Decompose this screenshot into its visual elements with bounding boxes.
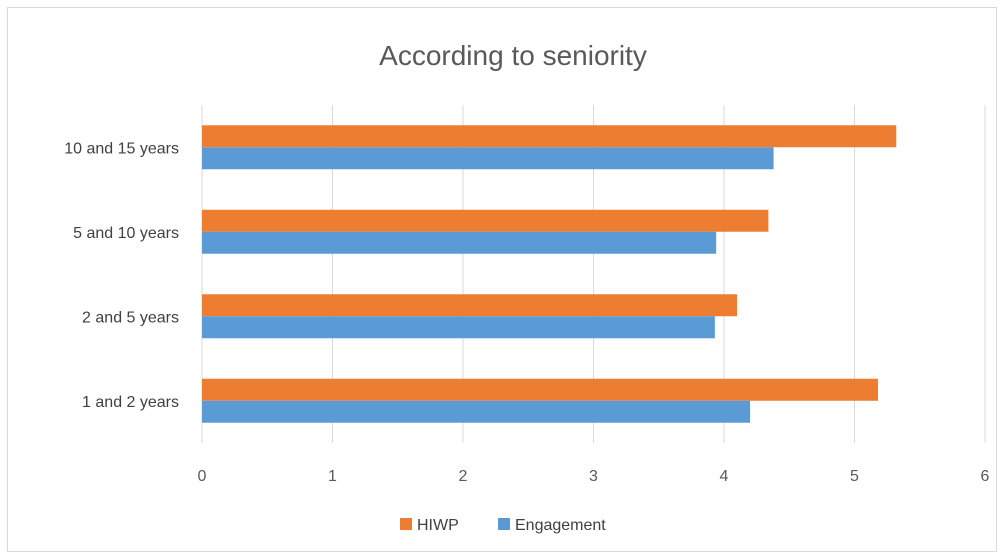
bar-engagement-2 [202,231,717,254]
chart-frame [7,7,997,552]
x-tick-label: 5 [850,468,859,485]
bar-engagement-1 [202,316,715,339]
category-label: 1 and 2 years [82,394,179,411]
legend: HIWP Engagement [400,517,606,534]
bar-hiwp-2 [202,209,769,232]
bar-hiwp-0 [202,378,878,401]
x-tick-label: 0 [198,468,207,485]
legend-swatch-hiwp [400,518,412,530]
x-tick-label: 2 [459,468,468,485]
legend-swatch-engagement [498,518,510,530]
bar-hiwp-3 [202,125,897,148]
legend-label-engagement: Engagement [515,517,606,534]
x-tick-label: 4 [720,468,729,485]
bars [202,125,897,423]
x-tick-label: 1 [328,468,337,485]
category-label: 2 and 5 years [82,309,179,326]
category-label: 5 and 10 years [73,225,179,242]
x-tick-labels: 0 1 2 3 4 5 6 [198,468,990,485]
bar-hiwp-1 [202,294,738,317]
category-label: 10 and 15 years [64,140,179,157]
chart-title: According to seniority [379,40,647,71]
category-labels: 1 and 2 years 2 and 5 years 5 and 10 years… [64,140,179,411]
x-tick-label: 6 [981,468,990,485]
bar-engagement-3 [202,147,774,170]
bar-engagement-0 [202,400,751,423]
legend-label-hiwp: HIWP [417,517,459,534]
x-tick-label: 3 [589,468,598,485]
